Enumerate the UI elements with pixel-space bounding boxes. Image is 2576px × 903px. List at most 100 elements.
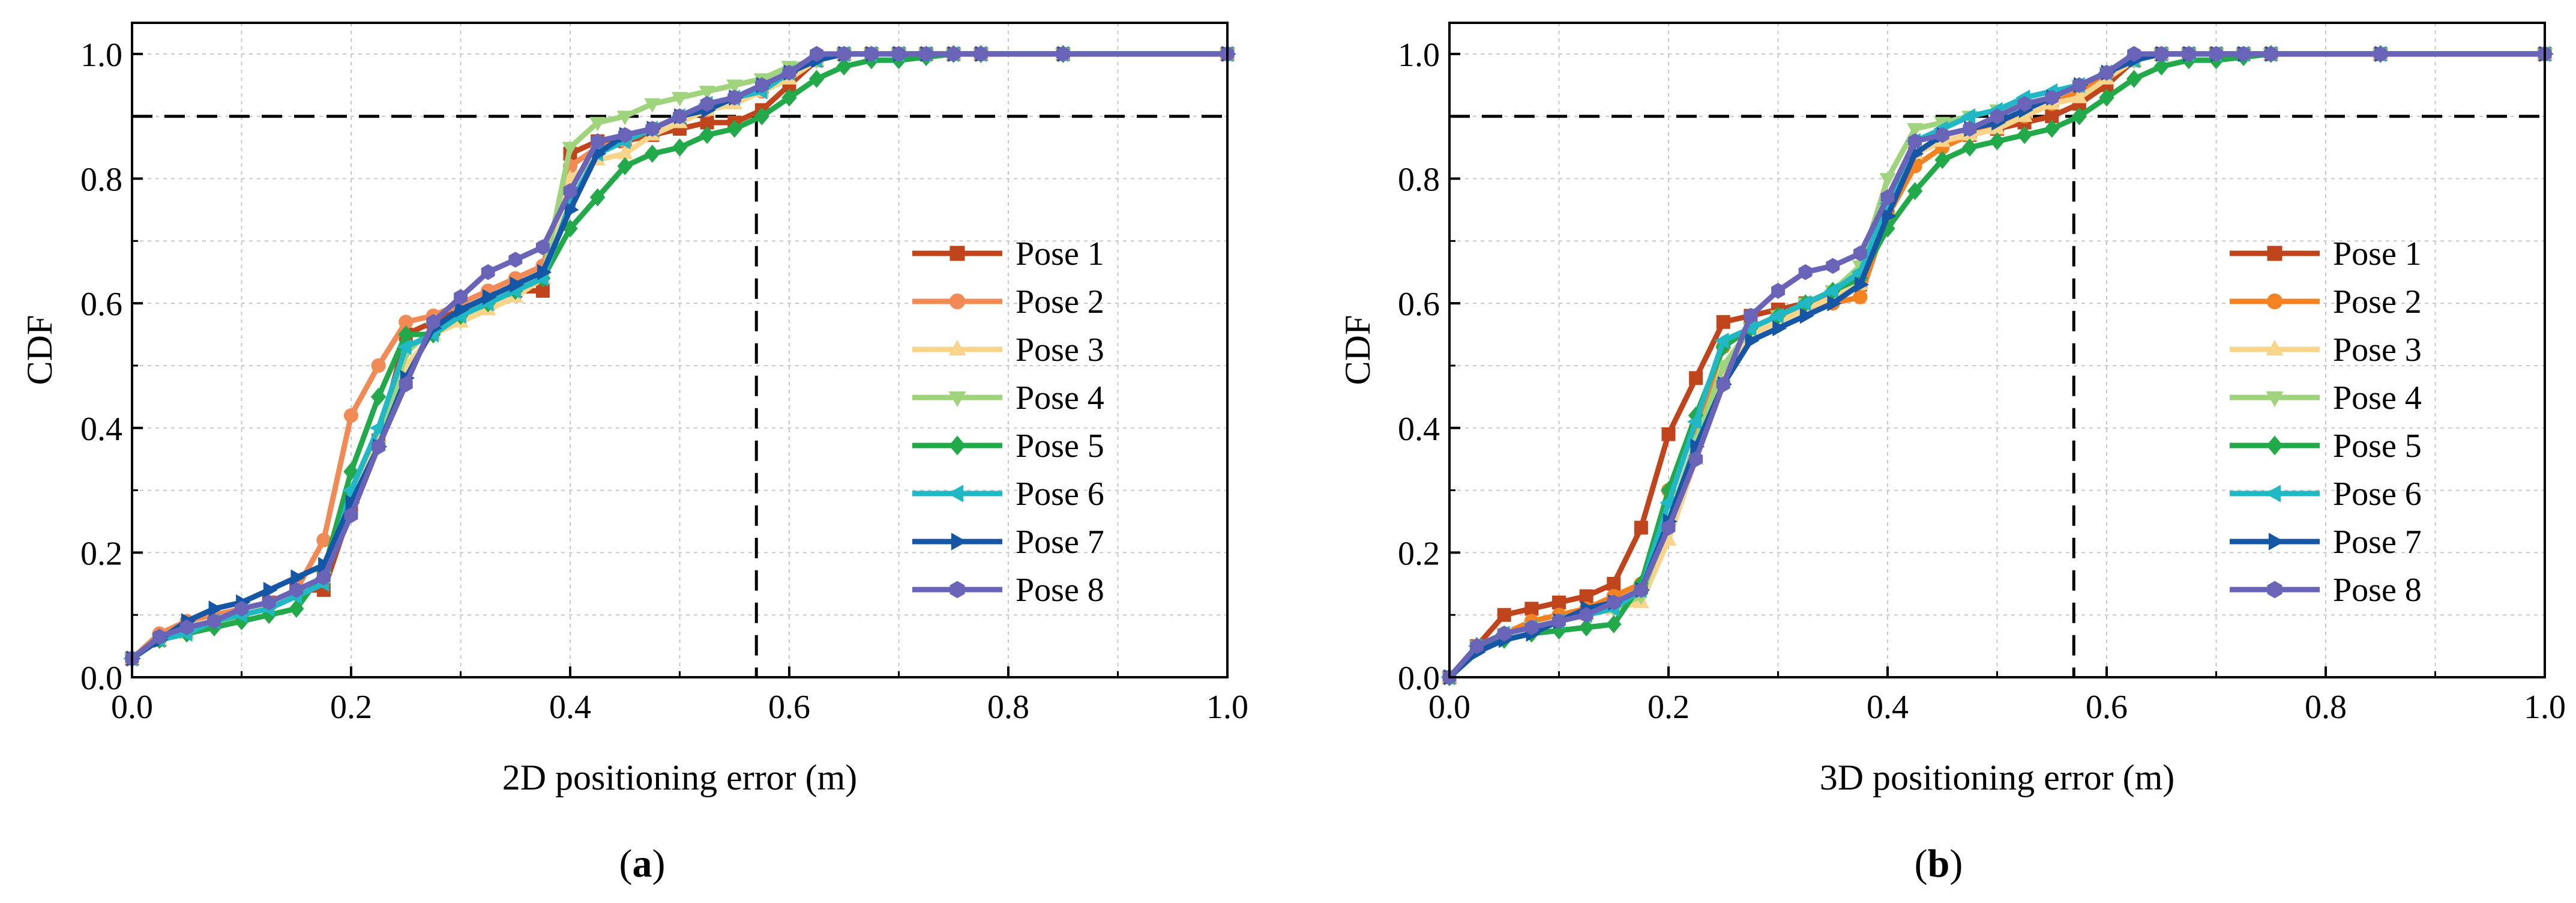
data-point bbox=[370, 387, 387, 406]
data-point bbox=[1497, 626, 1511, 642]
data-point bbox=[179, 619, 194, 636]
data-point bbox=[1634, 582, 1648, 598]
data-point bbox=[562, 142, 579, 157]
legend-label: Pose 8 bbox=[2333, 572, 2422, 609]
x-tick-label: 0.4 bbox=[549, 689, 591, 726]
legend-label: Pose 1 bbox=[1016, 235, 1104, 273]
series-b bbox=[1440, 44, 2554, 687]
data-point bbox=[2099, 88, 2114, 107]
data-point bbox=[1661, 427, 1676, 441]
legend-swatch-marker bbox=[951, 533, 968, 551]
data-point bbox=[782, 64, 796, 81]
y-tick-label: 0.8 bbox=[1398, 162, 1440, 199]
legend-item: Pose 1 bbox=[2230, 235, 2422, 273]
data-point bbox=[397, 339, 412, 355]
data-point bbox=[1744, 307, 1758, 324]
legend-item: Pose 2 bbox=[912, 283, 1104, 321]
data-point bbox=[1689, 371, 1703, 385]
y-tick-label: 0.8 bbox=[80, 162, 122, 199]
series-pose-8 bbox=[125, 46, 1235, 667]
data-point bbox=[510, 276, 525, 293]
legend-label: Pose 4 bbox=[2333, 379, 2422, 417]
data-point bbox=[864, 46, 879, 62]
legend-label: Pose 7 bbox=[2333, 524, 2422, 561]
ticks-a: 0.0 0.2 0.4 0.6 0.8 1.0 0.0 0.2 0.4 0.6 0.8 1.0 bbox=[80, 37, 1248, 726]
y-tick-label: 0.0 bbox=[80, 660, 122, 697]
data-point bbox=[974, 46, 988, 62]
data-point bbox=[892, 46, 906, 62]
panel-label-b-letter: b bbox=[1928, 842, 1950, 886]
reference-lines-a bbox=[132, 115, 1227, 677]
data-point bbox=[1880, 189, 1895, 205]
data-point bbox=[754, 77, 769, 94]
y-tick-label: 0.0 bbox=[1398, 660, 1440, 697]
data-point bbox=[645, 144, 660, 163]
data-point bbox=[1934, 151, 1951, 169]
legend-swatch-marker bbox=[2266, 391, 2284, 408]
data-point bbox=[1962, 138, 1978, 157]
legend-item: Pose 8 bbox=[912, 572, 1104, 609]
x-tick-label: 0.8 bbox=[2305, 689, 2347, 726]
legend-swatch-marker bbox=[948, 391, 966, 408]
data-point bbox=[1907, 182, 1923, 201]
data-point bbox=[508, 252, 523, 268]
data-point bbox=[343, 462, 359, 481]
data-point bbox=[808, 70, 825, 88]
y-tick-label: 0.2 bbox=[1398, 535, 1440, 572]
data-point bbox=[700, 95, 714, 112]
data-point bbox=[455, 301, 470, 318]
data-point bbox=[1879, 173, 1896, 188]
data-point bbox=[2045, 89, 2059, 106]
panel-label-b: (b) bbox=[1915, 842, 1963, 886]
x-tick-label: 0.2 bbox=[1648, 689, 1690, 726]
legend-swatch-marker bbox=[949, 293, 966, 310]
legend-label: Pose 7 bbox=[1016, 524, 1104, 561]
data-point bbox=[1552, 613, 1566, 629]
legend-label: Pose 8 bbox=[1016, 572, 1104, 609]
data-point bbox=[2126, 70, 2142, 88]
data-point bbox=[1634, 521, 1648, 535]
data-point bbox=[726, 119, 742, 138]
data-point bbox=[316, 569, 331, 586]
series-a bbox=[123, 44, 1236, 668]
data-point bbox=[2264, 46, 2278, 62]
legend-label: Pose 4 bbox=[1016, 379, 1104, 417]
legend-swatch-marker bbox=[949, 435, 966, 456]
data-point bbox=[1799, 307, 1814, 324]
legend-item: Pose 3 bbox=[2230, 331, 2422, 369]
reference-lines-b bbox=[1449, 115, 2545, 677]
y-tick-label: 0.6 bbox=[1398, 286, 1440, 323]
data-point bbox=[1578, 618, 1594, 637]
data-point bbox=[1579, 589, 1593, 603]
x-axis-title-a: 2D positioning error (m) bbox=[502, 758, 858, 797]
legend-swatch-marker bbox=[2267, 246, 2283, 261]
y-axis-title-a: CDF bbox=[20, 315, 59, 385]
data-point bbox=[1989, 132, 2005, 151]
data-point bbox=[946, 46, 961, 62]
data-point bbox=[1826, 258, 1840, 274]
y-tick-label: 0.4 bbox=[80, 411, 122, 448]
data-point bbox=[1855, 276, 1870, 293]
data-point bbox=[919, 46, 933, 62]
data-point bbox=[535, 239, 550, 255]
data-point bbox=[645, 121, 660, 137]
legend-item: Pose 2 bbox=[2230, 283, 2422, 321]
data-point bbox=[699, 85, 715, 100]
legend-swatch-marker bbox=[947, 485, 964, 503]
data-point bbox=[1607, 576, 1621, 591]
x-tick-label: 0.6 bbox=[768, 689, 810, 726]
x-axis-title-b: 3D positioning error (m) bbox=[1820, 758, 2175, 797]
data-point bbox=[2373, 46, 2388, 62]
data-point bbox=[727, 89, 742, 106]
data-point bbox=[454, 289, 468, 305]
data-point bbox=[2127, 46, 2141, 62]
data-point bbox=[262, 594, 276, 611]
data-point bbox=[673, 108, 687, 124]
data-point bbox=[1056, 46, 1070, 62]
data-point bbox=[644, 98, 661, 113]
data-point bbox=[290, 569, 305, 586]
data-point bbox=[1935, 127, 1949, 143]
data-point bbox=[1716, 315, 1730, 329]
data-point bbox=[671, 92, 688, 107]
data-point bbox=[2017, 125, 2032, 144]
